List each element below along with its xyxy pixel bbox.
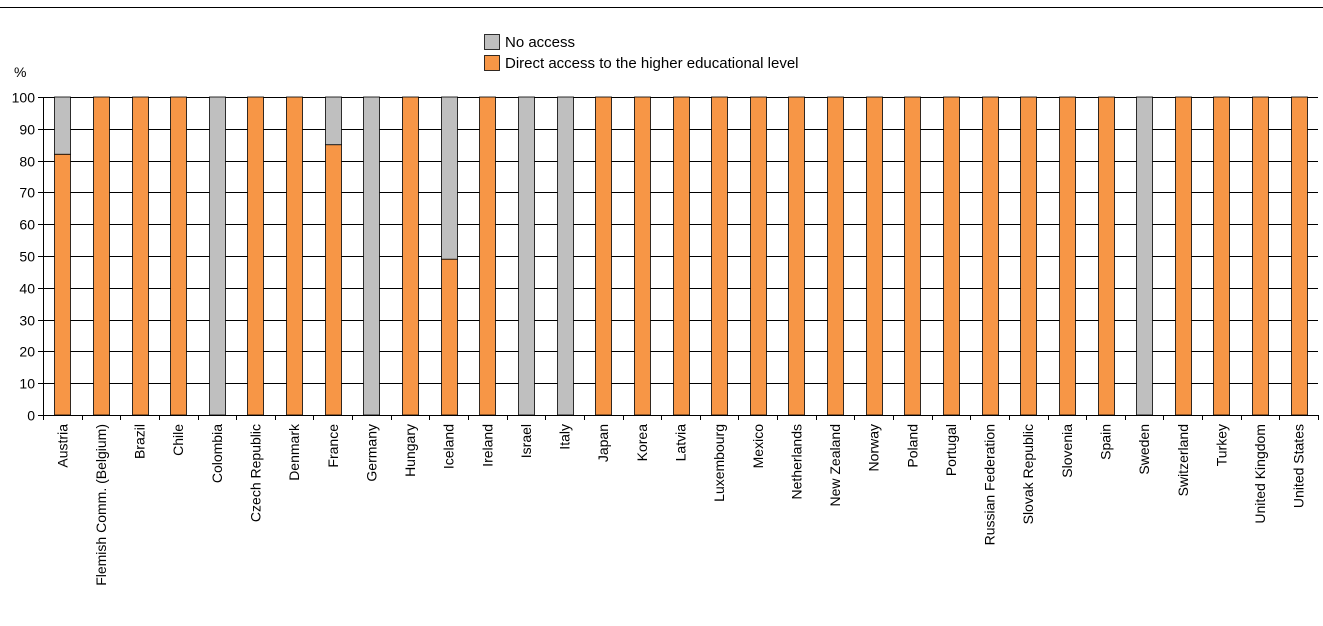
y-axis-label: %	[14, 64, 26, 80]
y-tick-label: 10	[19, 376, 35, 392]
bar-direct-access-2	[132, 96, 149, 416]
bar-direct-access-15	[634, 96, 651, 416]
y-tick-label: 60	[19, 217, 35, 233]
y-tick-label: 0	[27, 408, 35, 424]
bar-direct-access-31	[1252, 96, 1269, 416]
x-tick-label: Spain	[1098, 424, 1114, 460]
bar-direct-access-27	[1098, 96, 1115, 416]
x-tick-label: Germany	[363, 424, 379, 482]
y-tick-label: 90	[19, 122, 35, 138]
x-tick-label: Poland	[904, 424, 920, 468]
y-axis: 0 10 20 30 40 50 60 70 80 90 100	[12, 90, 44, 424]
bar-direct-access-30	[1213, 96, 1230, 416]
bar-no-access-8	[363, 96, 380, 416]
y-tick-label: 100	[12, 90, 36, 106]
x-tick-label: Slovak Republic	[1020, 424, 1036, 524]
x-tick-label: Iceland	[441, 424, 457, 469]
x-tick-label: Brazil	[132, 424, 148, 459]
bar-direct-access-1	[93, 96, 110, 416]
bar-direct-access-6	[286, 96, 303, 416]
legend-swatch-direct-access	[484, 55, 500, 71]
x-axis: Austria Flemish Comm. (Belgium) Brazil Chil…	[43, 415, 1319, 586]
bar-direct-access-23	[943, 96, 960, 416]
bar-no-access-28	[1136, 96, 1153, 416]
x-tick-label: Chile	[170, 424, 186, 456]
x-tick-label: Netherlands	[788, 424, 804, 500]
bar-direct-access-10	[441, 258, 458, 416]
bar-direct-access-5	[247, 96, 264, 416]
bar-no-access-7	[325, 96, 342, 146]
bar-direct-access-25	[1020, 96, 1037, 416]
bar-direct-access-24	[982, 96, 999, 416]
bar-direct-access-9	[402, 96, 419, 416]
bar-direct-access-3	[170, 96, 187, 416]
x-tick-label: Russian Federation	[982, 424, 998, 545]
bar-direct-access-0	[54, 153, 71, 416]
bar-direct-access-7	[325, 144, 342, 416]
bar-direct-access-29	[1175, 96, 1192, 416]
bar-direct-access-26	[1059, 96, 1076, 416]
bar-no-access-13	[557, 96, 574, 416]
x-tick-label: Ireland	[479, 424, 495, 467]
x-tick-label: Latvia	[673, 424, 689, 462]
x-tick-label: Portugal	[943, 424, 959, 476]
x-tick-label: Czech Republic	[248, 424, 264, 522]
bar-no-access-4	[209, 96, 226, 416]
y-tick-label: 70	[19, 185, 35, 201]
x-tick-label: Sweden	[1136, 424, 1152, 475]
x-tick-label: Turkey	[1213, 424, 1229, 466]
x-tick-label: Austria	[54, 424, 70, 468]
x-tick-label: France	[325, 424, 341, 468]
bar-direct-access-18	[750, 96, 767, 416]
x-tick-label: Korea	[634, 424, 650, 462]
x-tick-label: Israel	[518, 424, 534, 458]
y-tick-label: 80	[19, 154, 35, 170]
bar-no-access-10	[441, 96, 458, 260]
legend: No access Direct access to the higher edu…	[484, 34, 799, 72]
x-tick-label: Japan	[595, 424, 611, 462]
y-tick-label: 30	[19, 313, 35, 329]
x-tick-label: Denmark	[286, 423, 302, 481]
x-tick-label: Luxembourg	[711, 424, 727, 502]
x-tick-label: Colombia	[209, 424, 225, 483]
bar-no-access-12	[518, 96, 535, 416]
x-tick-label: Italy	[557, 424, 573, 450]
bar-direct-access-17	[711, 96, 728, 416]
x-tick-label: Norway	[866, 424, 882, 471]
bar-direct-access-21	[866, 96, 883, 416]
x-tick-label: Mexico	[750, 424, 766, 469]
bar-direct-access-16	[673, 96, 690, 416]
bar-direct-access-11	[479, 96, 496, 416]
x-tick-label: New Zealand	[827, 424, 843, 507]
bar-direct-access-32	[1291, 96, 1308, 416]
bar-direct-access-22	[904, 96, 921, 416]
y-tick-label: 40	[19, 281, 35, 297]
x-tick-label: Hungary	[402, 424, 418, 477]
legend-label-direct-access: Direct access to the higher educational …	[505, 55, 799, 72]
legend-label-no-access: No access	[505, 34, 575, 51]
bar-direct-access-19	[788, 96, 805, 416]
y-tick-label: 50	[19, 249, 35, 265]
bar-no-access-0	[54, 96, 71, 155]
x-tick-label: Switzerland	[1175, 424, 1191, 496]
x-tick-label: United States	[1291, 424, 1307, 508]
legend-swatch-no-access	[484, 34, 500, 50]
bar-direct-access-20	[827, 96, 844, 416]
x-tick-label: United Kingdom	[1252, 424, 1268, 524]
x-tick-label: Flemish Comm. (Belgium)	[93, 424, 109, 586]
bar-direct-access-14	[595, 96, 612, 416]
x-tick-label: Slovenia	[1059, 424, 1075, 478]
y-tick-label: 20	[19, 344, 35, 360]
